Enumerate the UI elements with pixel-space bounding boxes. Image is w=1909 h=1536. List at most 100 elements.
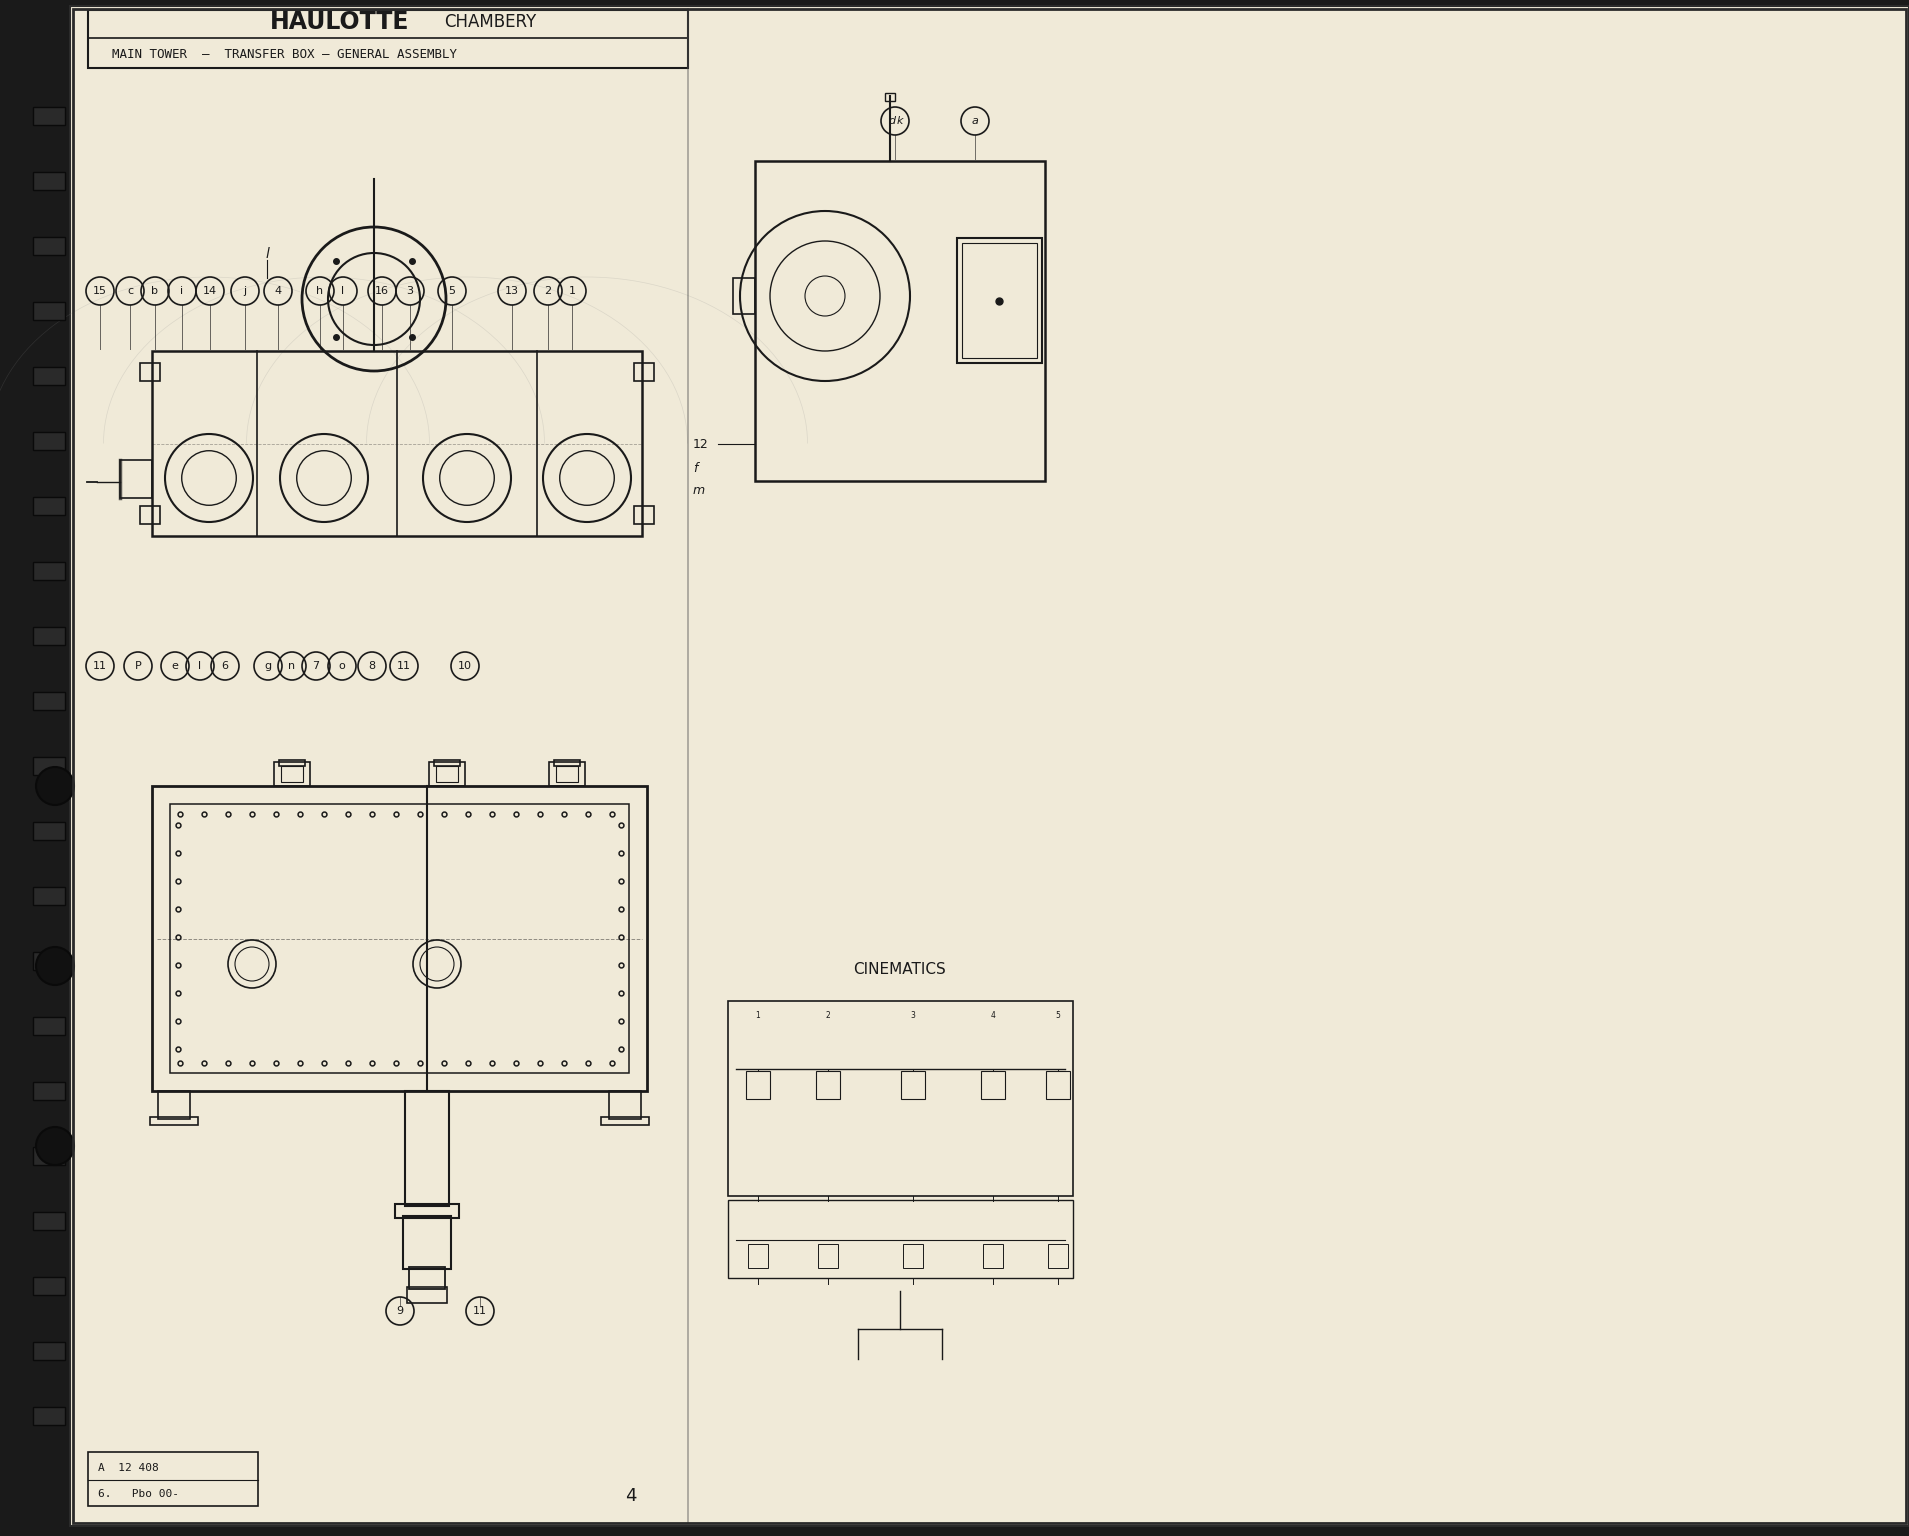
Text: f: f: [693, 461, 697, 475]
Text: l: l: [199, 660, 202, 671]
Bar: [1046, 1071, 1071, 1098]
Text: c: c: [126, 286, 134, 296]
Text: e: e: [172, 660, 178, 671]
Bar: [748, 1244, 767, 1269]
Text: 13: 13: [506, 286, 519, 296]
Bar: [153, 352, 641, 536]
Bar: [32, 1342, 65, 1359]
Bar: [170, 803, 628, 1074]
Text: A  12 408: A 12 408: [97, 1462, 158, 1473]
Bar: [550, 762, 584, 786]
Bar: [727, 1001, 1073, 1197]
Text: g: g: [265, 660, 271, 671]
Text: P: P: [136, 660, 141, 671]
Bar: [32, 757, 65, 776]
Text: 7: 7: [313, 660, 319, 671]
Bar: [88, 11, 687, 68]
Bar: [120, 459, 153, 498]
Bar: [727, 1200, 1073, 1278]
Text: 5: 5: [449, 286, 456, 296]
Bar: [815, 1071, 840, 1098]
Bar: [32, 822, 65, 840]
Bar: [403, 1217, 451, 1269]
Bar: [886, 94, 895, 101]
Bar: [32, 1081, 65, 1100]
Text: 1: 1: [756, 1012, 760, 1020]
Text: HAULOTTE: HAULOTTE: [271, 11, 410, 34]
Text: l: l: [342, 286, 344, 296]
Text: 8: 8: [368, 660, 376, 671]
Bar: [32, 303, 65, 319]
Bar: [395, 1204, 458, 1218]
Circle shape: [36, 948, 74, 985]
Text: d: d: [888, 117, 895, 126]
Circle shape: [36, 766, 74, 805]
Text: CHAMBERY: CHAMBERY: [445, 12, 536, 31]
Text: 3: 3: [407, 286, 414, 296]
Text: m: m: [693, 484, 704, 496]
Bar: [956, 238, 1042, 362]
Bar: [601, 1117, 649, 1124]
Bar: [32, 952, 65, 971]
Text: 5: 5: [1056, 1012, 1059, 1020]
Bar: [983, 1244, 1002, 1269]
Bar: [409, 1267, 445, 1289]
Bar: [433, 760, 460, 766]
Bar: [32, 367, 65, 386]
Bar: [32, 1407, 65, 1425]
Bar: [746, 1071, 769, 1098]
Bar: [430, 762, 466, 786]
Bar: [1048, 1244, 1067, 1269]
Bar: [153, 786, 647, 1091]
Bar: [32, 498, 65, 515]
Bar: [32, 1212, 65, 1230]
Text: 6.   Pbo 00-: 6. Pbo 00-: [97, 1488, 179, 1499]
Bar: [281, 766, 304, 782]
Text: i: i: [181, 286, 183, 296]
Text: 6: 6: [221, 660, 229, 671]
Bar: [981, 1071, 1004, 1098]
Text: l: l: [265, 247, 269, 261]
Bar: [139, 505, 160, 524]
Bar: [279, 760, 305, 766]
Bar: [556, 766, 578, 782]
Bar: [32, 172, 65, 190]
Text: 2: 2: [825, 1012, 830, 1020]
Text: h: h: [317, 286, 323, 296]
Text: 11: 11: [473, 1306, 487, 1316]
Bar: [275, 762, 309, 786]
Bar: [435, 766, 458, 782]
Text: 11: 11: [94, 660, 107, 671]
Text: 4: 4: [991, 1012, 995, 1020]
Bar: [407, 1287, 447, 1303]
Bar: [32, 1276, 65, 1295]
Text: 2: 2: [544, 286, 552, 296]
Bar: [32, 432, 65, 450]
Circle shape: [36, 1127, 74, 1164]
Text: 11: 11: [397, 660, 410, 671]
Text: j: j: [244, 286, 246, 296]
Bar: [32, 1147, 65, 1164]
Bar: [962, 243, 1037, 358]
Text: 9: 9: [397, 1306, 403, 1316]
Text: 10: 10: [458, 660, 472, 671]
Text: a: a: [972, 117, 979, 126]
Text: 12: 12: [693, 438, 708, 450]
Bar: [754, 161, 1044, 481]
Bar: [151, 1117, 199, 1124]
Bar: [554, 760, 580, 766]
Text: o: o: [338, 660, 346, 671]
Text: MAIN TOWER  —  TRANSFER BOX – GENERAL ASSEMBLY: MAIN TOWER — TRANSFER BOX – GENERAL ASSE…: [113, 48, 456, 60]
Text: 4: 4: [275, 286, 281, 296]
Text: n: n: [288, 660, 296, 671]
Bar: [903, 1244, 922, 1269]
Text: b: b: [151, 286, 158, 296]
Bar: [32, 108, 65, 124]
Bar: [32, 237, 65, 255]
Bar: [88, 1452, 258, 1505]
Bar: [901, 1071, 926, 1098]
Bar: [634, 505, 655, 524]
Bar: [32, 886, 65, 905]
Text: k: k: [897, 117, 903, 126]
Bar: [32, 1017, 65, 1035]
